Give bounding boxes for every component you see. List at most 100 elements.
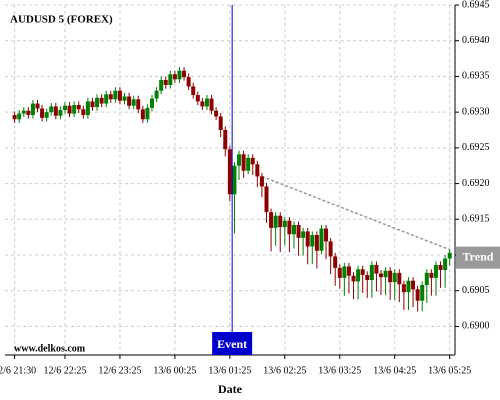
candle-body: [214, 110, 219, 117]
candle-body: [209, 98, 214, 111]
candle-body: [401, 284, 406, 293]
x-tick-label: 13/6 03:25: [318, 365, 361, 376]
candle-body: [397, 272, 402, 285]
candle-body: [433, 265, 438, 278]
candle-body: [76, 105, 81, 110]
watermark: www.delkos.com: [14, 343, 86, 354]
candle-body: [150, 98, 154, 108]
candle-body: [17, 113, 22, 120]
x-tick-label: 12/6 21:30: [0, 365, 36, 376]
candle-body: [406, 280, 411, 293]
candle-body: [232, 165, 237, 195]
candle-body: [374, 265, 379, 274]
candle-body: [342, 266, 347, 278]
candle-body: [191, 86, 196, 95]
candle-body: [365, 275, 370, 280]
candle-body: [159, 80, 164, 91]
candle-body: [131, 99, 136, 106]
x-tick-label: 13/6 02:25: [263, 365, 306, 376]
candle-body: [259, 176, 264, 187]
x-axis-label: Date: [218, 382, 243, 396]
candle-body: [273, 215, 278, 228]
candle-body: [269, 212, 274, 228]
candle-body: [58, 110, 63, 116]
candle-body: [346, 266, 351, 276]
candle-body: [411, 280, 416, 290]
candle-body: [136, 99, 141, 110]
candle-body: [246, 157, 251, 171]
candle-body: [40, 108, 45, 118]
candle-body: [186, 77, 191, 87]
candle-body: [420, 285, 425, 301]
candle-body: [85, 101, 90, 115]
candle-body: [296, 225, 301, 238]
candle-body: [424, 272, 429, 285]
candle-body: [337, 267, 342, 278]
candle-body: [301, 231, 306, 238]
y-tick-label: 0.6925: [462, 142, 490, 153]
y-tick-label: 0.6930: [462, 106, 490, 117]
x-tick-label: 13/6 01:25: [208, 365, 251, 376]
candle-body: [113, 90, 118, 100]
candle-body: [255, 164, 260, 177]
candle-body: [369, 265, 374, 280]
candle-body: [168, 74, 173, 85]
trend-label-box: [456, 246, 500, 269]
candle-body: [360, 269, 365, 275]
y-tick-label: 0.6935: [462, 71, 490, 82]
y-tick-label: 0.6900: [462, 321, 490, 332]
candle-body: [388, 270, 393, 283]
candle-body: [122, 96, 127, 101]
candle-body: [447, 252, 452, 259]
candle-body: [319, 228, 324, 251]
candle-body: [237, 154, 242, 166]
candle-body: [30, 103, 35, 115]
candle-body: [287, 220, 292, 235]
candle-body: [145, 107, 150, 120]
candle-body: [415, 289, 420, 301]
candle-body: [195, 95, 200, 102]
candle-body: [90, 101, 95, 108]
candle-body: [333, 256, 338, 268]
x-tick-label: 12/6 23:25: [98, 365, 141, 376]
candle-body: [223, 130, 228, 150]
candle-body: [182, 70, 187, 78]
candle-body: [305, 231, 310, 247]
candle-body: [163, 80, 168, 85]
candle-body: [356, 269, 361, 282]
candle-body: [310, 235, 315, 247]
candle-body: [12, 115, 17, 120]
event-label-box: [212, 332, 253, 355]
candle-body: [291, 225, 296, 235]
candle-body: [379, 273, 383, 278]
candle-body: [104, 94, 109, 104]
candle-body: [62, 105, 67, 110]
x-tick-label: 13/6 05:25: [428, 365, 471, 376]
x-tick-label: 13/6 04:25: [373, 365, 416, 376]
y-tick-label: 0.6920: [462, 178, 490, 189]
candle-body: [127, 96, 132, 106]
trend-line: [261, 175, 450, 251]
candle-body: [314, 235, 319, 251]
trend-label: Trend: [463, 249, 494, 263]
candle-body: [81, 109, 86, 115]
candle-body: [21, 110, 26, 114]
candle-body: [250, 157, 255, 165]
candle-body: [351, 275, 356, 282]
candle-body: [49, 106, 54, 113]
candle-body: [172, 74, 177, 80]
candle-body: [227, 149, 232, 195]
candle-body: [117, 90, 122, 101]
candle-body: [26, 110, 31, 115]
candle-body: [108, 94, 113, 100]
chart-title: AUDUSD 5 (FOREX): [10, 14, 113, 26]
candle-body: [72, 105, 77, 114]
x-tick-label: 13/6 00:25: [153, 365, 196, 376]
event-label: Event: [217, 337, 247, 351]
candle-body: [53, 106, 58, 116]
candle-body: [278, 215, 283, 228]
candle-body: [95, 97, 100, 108]
x-tick-label: 12/6 22:25: [43, 365, 86, 376]
candle-body: [383, 270, 388, 278]
